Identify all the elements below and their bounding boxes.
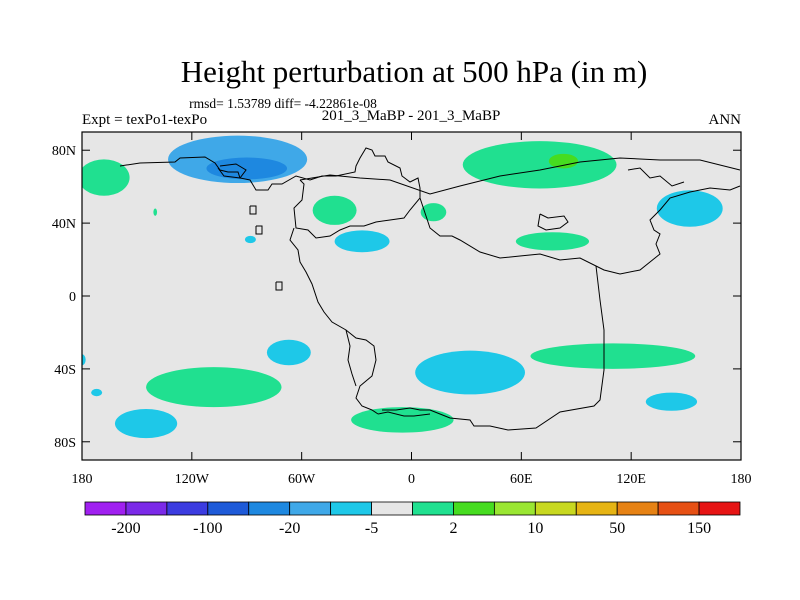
- colorbar: -200 -100 -20 -5 2 10 50 150: [84, 501, 741, 537]
- coastline-scandinavia: [627, 167, 685, 187]
- colorbar-swatch: [575, 501, 618, 516]
- coastline-south-america-east: [345, 329, 357, 387]
- coastline-india-asia: [382, 265, 605, 431]
- coastline-layer: [119, 147, 741, 431]
- colorbar-swatch: [166, 501, 209, 516]
- colorbar-swatch: [330, 501, 372, 516]
- colorbar-swatch: [125, 501, 168, 516]
- colorbar-swatch: [412, 501, 454, 516]
- contour-region-10: [420, 203, 447, 222]
- contour-region-8: [462, 141, 617, 189]
- colorbar-label: 2: [449, 520, 457, 537]
- contour-region-16: [146, 367, 282, 408]
- y-tick-label: 0: [69, 290, 76, 305]
- contour-region-21: [82, 354, 86, 366]
- colorbar-label: 10: [527, 520, 543, 537]
- contour-region-7: [153, 208, 158, 216]
- contour-region-4: [312, 195, 357, 225]
- coastline-europe-africa: [419, 185, 741, 275]
- x-tick-label: 0: [408, 472, 415, 487]
- coastline-island-3: [275, 281, 283, 291]
- colorbar-label: -200: [111, 520, 140, 537]
- colorbar-swatch: [657, 501, 700, 516]
- coastline-north-america: [119, 147, 421, 239]
- x-tick-label: 120E: [616, 472, 646, 487]
- colorbar-label: 50: [609, 520, 625, 537]
- y-tick-label: 40N: [52, 217, 76, 232]
- colorbar-label: -5: [365, 520, 378, 537]
- contour-region-15: [266, 339, 311, 366]
- contour-region-9: [548, 153, 579, 169]
- contour-region-18: [351, 407, 454, 433]
- colorbar-swatch: [371, 501, 413, 516]
- contour-region-11: [515, 232, 590, 251]
- experiment-label: Expt = texPo1-texPo: [82, 112, 207, 128]
- coastline-island-1: [249, 205, 257, 215]
- coastline-greenland: [217, 163, 247, 179]
- contour-region-17: [114, 408, 178, 439]
- colorbar-swatch: [493, 501, 536, 516]
- colorbar-label: -20: [279, 520, 300, 537]
- coastline-arabia: [537, 213, 569, 231]
- contour-layer: [82, 135, 723, 439]
- contour-region-14: [415, 350, 525, 395]
- coastline-antarctic-peninsula: [377, 411, 431, 417]
- x-tick-label: 60W: [288, 472, 316, 487]
- x-tick-label: 120W: [175, 472, 210, 487]
- x-tick-label: 180: [72, 472, 93, 487]
- colorbar-swatch: [289, 501, 332, 516]
- contour-region-3: [82, 159, 130, 196]
- coastline-mexico-south-america: [289, 227, 379, 415]
- contour-region-5: [334, 230, 390, 253]
- colorbar-swatch: [698, 501, 741, 516]
- map-axes: 180 120W 60W 0 60E 120E 180 80N 40N 0 40S 80S: [52, 132, 752, 487]
- contour-region-13: [530, 343, 696, 369]
- colorbar-swatch: [84, 501, 127, 516]
- y-tick-label: 80N: [52, 144, 76, 159]
- colorbar-label: -100: [193, 520, 222, 537]
- colorbar-swatch: [248, 501, 291, 516]
- stats-label: rmsd= 1.53789 diff= -4.22861e-08: [189, 96, 377, 111]
- coastline-island-2: [255, 225, 263, 235]
- case-label: 201_3_MaBP - 201_3_MaBP: [322, 108, 501, 124]
- y-tick-label: 40S: [54, 363, 76, 378]
- coastline-eurasia: [299, 157, 741, 195]
- colorbar-swatch: [453, 501, 495, 516]
- contour-region-6: [244, 235, 256, 244]
- colorbar-label: 150: [687, 520, 711, 537]
- contour-region-2: [206, 157, 288, 180]
- colorbar-swatch: [534, 501, 577, 516]
- colorbar-swatch: [616, 501, 659, 516]
- chart-title: Height perturbation at 500 hPa (in m): [181, 54, 648, 89]
- y-tick-label: 80S: [54, 436, 76, 451]
- x-tick-label: 180: [731, 472, 752, 487]
- x-tick-label: 60E: [510, 472, 533, 487]
- contour-region-12: [656, 190, 723, 227]
- contour-region-19: [645, 392, 698, 411]
- season-label: ANN: [709, 112, 742, 128]
- colorbar-swatch: [207, 501, 250, 516]
- contour-region-20: [91, 388, 103, 397]
